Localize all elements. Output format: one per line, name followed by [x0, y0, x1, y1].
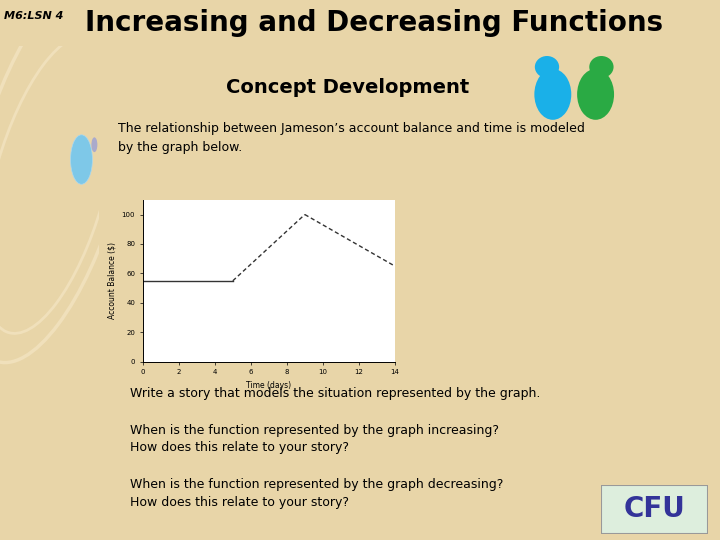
Ellipse shape — [589, 56, 613, 78]
Text: M6:LSN 4: M6:LSN 4 — [4, 11, 63, 22]
Text: How does this relate to your story?: How does this relate to your story? — [130, 441, 349, 454]
Text: by the graph below.: by the graph below. — [118, 141, 242, 154]
Text: When is the function represented by the graph decreasing?: When is the function represented by the … — [130, 478, 504, 491]
Text: The relationship between Jameson’s account balance and time is modeled: The relationship between Jameson’s accou… — [118, 123, 585, 136]
Text: How does this relate to your story?: How does this relate to your story? — [130, 496, 349, 509]
X-axis label: Time (days): Time (days) — [246, 381, 292, 390]
Ellipse shape — [71, 135, 92, 184]
Ellipse shape — [91, 137, 97, 152]
Ellipse shape — [535, 56, 559, 78]
FancyBboxPatch shape — [601, 485, 708, 534]
Y-axis label: Account Balance ($): Account Balance ($) — [107, 242, 116, 319]
Ellipse shape — [534, 69, 571, 120]
Text: Increasing and Decreasing Functions: Increasing and Decreasing Functions — [86, 9, 663, 37]
Text: Write a story that models the situation represented by the graph.: Write a story that models the situation … — [130, 387, 541, 400]
Text: CFU: CFU — [624, 495, 685, 523]
Text: When is the function represented by the graph increasing?: When is the function represented by the … — [130, 424, 500, 437]
Text: Concept Development: Concept Development — [226, 78, 469, 97]
Ellipse shape — [577, 69, 614, 120]
